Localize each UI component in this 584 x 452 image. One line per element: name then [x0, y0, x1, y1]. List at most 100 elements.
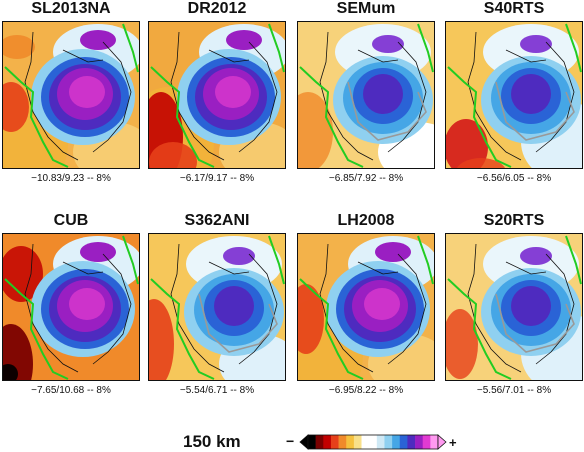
coastline — [24, 31, 132, 161]
panel-title: LH2008 — [337, 212, 395, 229]
panel-caption: −10.83/9.23 -- 8% — [31, 173, 111, 184]
colorbar-swatch — [384, 435, 393, 449]
colorbar-swatch — [430, 435, 439, 449]
panel-caption: −5.56/7.01 -- 8% — [476, 385, 552, 396]
colorbar-swatch — [415, 435, 424, 449]
panel-title: S20RTS — [483, 212, 545, 229]
velocity-anomaly-patch — [511, 74, 551, 114]
colorbar-max-arrow — [437, 434, 447, 450]
velocity-anomaly-patch — [69, 288, 105, 320]
plate-boundary — [4, 23, 139, 168]
plate-boundary — [299, 23, 434, 168]
panel-s362ani: S362ANI −5.54/6.71 -- 8% — [148, 212, 286, 401]
panel-caption: −6.56/6.05 -- 8% — [476, 173, 552, 184]
colorbar-swatch — [376, 435, 385, 449]
velocity-anomaly-patch — [446, 309, 478, 379]
colorbar-swatch — [308, 435, 316, 449]
province-outline — [495, 293, 575, 353]
velocity-anomaly-patch — [3, 364, 18, 380]
panel-s20rts: S20RTS −5.56/7.01 -- 8% — [445, 212, 583, 401]
velocity-anomaly-patch — [520, 247, 552, 265]
velocity-anomaly-patch — [226, 30, 262, 50]
coastline — [319, 243, 427, 373]
velocity-anomaly-patch — [69, 76, 105, 108]
velocity-anomaly-patch — [3, 35, 35, 59]
velocity-anomaly-patch — [520, 35, 552, 53]
province-outline — [198, 293, 278, 353]
tomography-map — [2, 21, 140, 169]
tomography-map — [297, 21, 435, 169]
map-svg — [298, 234, 434, 380]
panel-caption: −6.95/8.22 -- 8% — [328, 385, 404, 396]
panel-title: CUB — [53, 212, 89, 229]
panel-sl2013na: SL2013NA −10.83/9.23 -- 8% — [2, 0, 140, 189]
velocity-anomaly-patch — [372, 35, 404, 53]
velocity-anomaly-patch — [511, 286, 551, 326]
velocity-anomaly-patch — [363, 74, 403, 114]
velocity-anomaly-patch — [215, 76, 251, 108]
panel-lh2008: LH2008 −6.95/8.22 -- 8% — [297, 212, 435, 401]
tomography-map — [2, 233, 140, 381]
panel-caption: −7.65/10.68 -- 8% — [31, 385, 111, 396]
colorbar-swatch — [407, 435, 416, 449]
map-svg — [3, 22, 139, 168]
colorbar-swatch — [353, 435, 362, 449]
map-svg — [446, 234, 582, 380]
colorbar-swatch — [392, 435, 401, 449]
colorbar-swatch — [369, 435, 378, 449]
velocity-anomaly-patch — [298, 92, 333, 168]
velocity-anomaly-patch — [80, 242, 116, 262]
velocity-anomaly-patch — [375, 242, 411, 262]
coastline — [170, 243, 278, 373]
velocity-anomaly-patch — [3, 82, 29, 132]
colorbar-swatch — [323, 435, 332, 449]
province-outline — [495, 81, 575, 141]
map-svg — [149, 234, 285, 380]
map-svg — [446, 22, 582, 168]
colorbar-swatch — [346, 435, 355, 449]
depth-label: 150 km — [183, 432, 241, 451]
colorbar: − + — [286, 433, 457, 450]
panel-dr2012: DR2012 −6.17/9.17 -- 8% — [148, 0, 286, 189]
colorbar-swatch — [338, 435, 347, 449]
colorbar-plus-label: + — [449, 435, 457, 450]
coastline — [467, 31, 575, 161]
velocity-anomaly-patch — [214, 286, 254, 326]
colorbar-swatch — [399, 435, 408, 449]
coastline — [467, 243, 575, 373]
plate-boundary — [150, 23, 285, 168]
panel-caption: −6.85/7.92 -- 8% — [328, 173, 404, 184]
plate-boundary — [447, 23, 582, 168]
panel-title: SL2013NA — [31, 0, 111, 17]
colorbar-swatch — [422, 435, 431, 449]
plate-boundary — [447, 235, 582, 380]
velocity-anomaly-patch — [3, 246, 43, 302]
velocity-anomaly-patch — [446, 119, 488, 168]
map-svg — [149, 22, 285, 168]
velocity-anomaly-patch — [364, 288, 400, 320]
velocity-anomaly-patch — [80, 30, 116, 50]
panel-title: S362ANI — [184, 212, 250, 229]
colorbar-minus-label: − — [286, 433, 294, 449]
panel-caption: −5.54/6.71 -- 8% — [179, 385, 255, 396]
plate-boundary — [150, 235, 285, 380]
coastline — [170, 31, 278, 161]
panel-title: S40RTS — [483, 0, 545, 17]
velocity-anomaly-patch — [298, 284, 324, 354]
colorbar-swatch — [330, 435, 339, 449]
plate-boundary — [299, 235, 434, 380]
province-outline — [347, 81, 427, 141]
map-svg — [3, 234, 139, 380]
velocity-anomaly-patch — [457, 158, 505, 168]
tomography-map — [445, 21, 583, 169]
plate-boundary — [4, 235, 139, 380]
colorbar-swatch — [361, 435, 370, 449]
tomography-map — [148, 233, 286, 381]
panel-cub: CUB −7.65/10.68 -- 8% — [2, 212, 140, 401]
panel-title: DR2012 — [187, 0, 247, 17]
panel-semum: SEMum −6.85/7.92 -- 8% — [297, 0, 435, 189]
panel-s40rts: S40RTS −6.56/6.05 -- 8% — [445, 0, 583, 189]
coastline — [319, 31, 427, 161]
colorbar-min-arrow — [299, 434, 309, 450]
tomography-map — [297, 233, 435, 381]
